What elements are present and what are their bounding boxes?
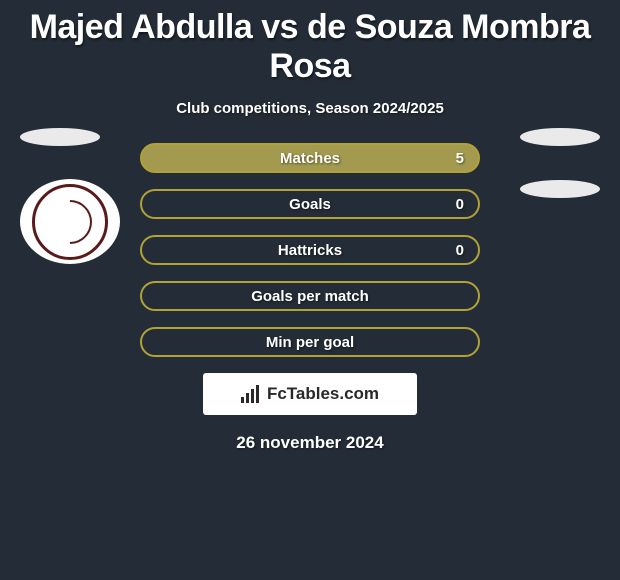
stat-label: Hattricks — [278, 242, 342, 259]
stat-row: Goals per match — [140, 281, 480, 311]
stat-label: Min per goal — [266, 334, 354, 351]
club-logo-right — [520, 180, 600, 198]
club-logo-left — [20, 179, 120, 264]
player-photo-right — [520, 128, 600, 146]
stat-value: 0 — [456, 196, 464, 213]
brand-text: FcTables.com — [267, 384, 379, 404]
stat-label: Goals — [289, 196, 331, 213]
stat-row: Min per goal — [140, 327, 480, 357]
stat-row: Matches 5 — [140, 143, 480, 173]
stats-container: Matches 5 Goals 0 Hattricks 0 Goals per match M… — [140, 143, 480, 357]
subtitle: Club competitions, Season 2024/2025 — [0, 100, 620, 117]
player-photo-left — [20, 128, 100, 146]
page-title: Majed Abdulla vs de Souza Mombra Rosa — [0, 0, 620, 86]
stat-row: Hattricks 0 — [140, 235, 480, 265]
stat-value: 0 — [456, 242, 464, 259]
stat-value: 5 — [456, 150, 464, 167]
date-text: 26 november 2024 — [0, 433, 620, 453]
stat-label: Matches — [280, 150, 340, 167]
stat-label: Goals per match — [251, 288, 369, 305]
bar-chart-icon — [241, 385, 259, 403]
stat-row: Goals 0 — [140, 189, 480, 219]
brand-badge: FcTables.com — [203, 373, 417, 415]
